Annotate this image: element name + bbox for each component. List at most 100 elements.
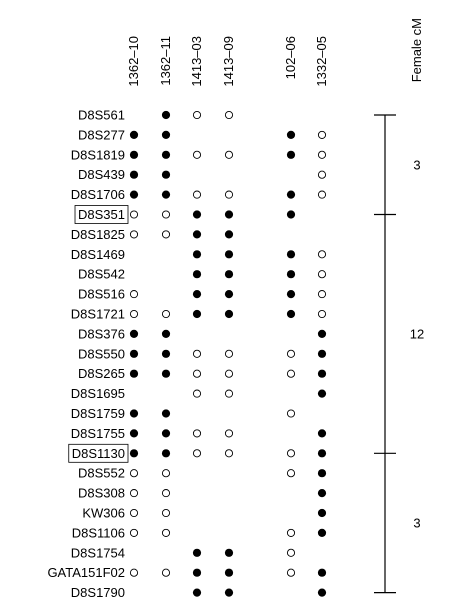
filled-allele-dot <box>317 369 327 378</box>
marker-label: D8S376 <box>78 326 125 341</box>
marker-label: D8S1755 <box>71 426 125 441</box>
filled-allele-dot <box>161 170 171 179</box>
open-allele-dot <box>224 369 234 378</box>
filled-allele-dot <box>286 290 296 299</box>
filled-allele-dot <box>161 449 171 458</box>
column-label: 1413–09 <box>221 36 236 87</box>
axis-title: Female cM <box>409 18 424 82</box>
open-allele-dot <box>192 369 202 378</box>
filled-allele-dot <box>161 429 171 438</box>
open-allele-dot <box>224 429 234 438</box>
filled-allele-dot <box>192 270 202 279</box>
marker-label: D8S439 <box>78 167 125 182</box>
marker-highlight-box <box>74 205 129 224</box>
open-allele-dot <box>161 528 171 537</box>
open-allele-dot <box>286 548 296 557</box>
open-allele-dot <box>161 469 171 478</box>
boxed-marker-label: D8S1130 <box>72 446 125 461</box>
marker-label: D8S1819 <box>71 147 125 162</box>
filled-allele-dot <box>129 409 139 418</box>
marker-label: D8S1754 <box>71 545 125 560</box>
open-allele-dot <box>161 309 171 319</box>
filled-allele-dot <box>161 130 171 139</box>
filled-allele-dot <box>161 369 171 378</box>
open-allele-dot <box>224 449 234 458</box>
open-allele-dot <box>161 489 171 498</box>
marker-label: D8S1721 <box>71 307 125 322</box>
open-allele-dot <box>224 349 234 358</box>
open-allele-dot <box>286 528 296 537</box>
filled-allele-dot <box>286 130 296 139</box>
filled-allele-dot <box>161 110 171 120</box>
filled-allele-dot <box>224 309 234 319</box>
open-allele-dot <box>286 469 296 478</box>
column-label: 1413–03 <box>189 36 204 87</box>
filled-allele-dot <box>192 309 202 319</box>
filled-allele-dot <box>317 489 327 498</box>
filled-allele-dot <box>317 588 327 597</box>
open-allele-dot <box>286 449 296 458</box>
marker-label: D8S1706 <box>71 187 125 202</box>
filled-allele-dot <box>161 329 171 338</box>
column-label: 1362–10 <box>126 36 141 87</box>
filled-allele-dot <box>286 210 296 219</box>
marker-label: D8S550 <box>78 346 125 361</box>
filled-allele-dot <box>317 329 327 338</box>
open-allele-dot <box>317 290 327 299</box>
open-allele-dot <box>192 110 202 120</box>
open-allele-dot <box>286 369 296 378</box>
open-allele-dot <box>224 389 234 398</box>
open-allele-dot <box>224 150 234 159</box>
filled-allele-dot <box>317 429 327 438</box>
open-allele-dot <box>286 349 296 358</box>
open-allele-dot <box>317 250 327 259</box>
filled-allele-dot <box>286 309 296 319</box>
cm-scale: 3 12 3 <box>374 114 424 594</box>
open-allele-dot <box>161 568 171 577</box>
filled-allele-dot <box>161 409 171 418</box>
filled-allele-dot <box>317 469 327 478</box>
filled-allele-dot <box>129 130 139 139</box>
filled-allele-dot <box>129 349 139 358</box>
filled-allele-dot <box>129 150 139 159</box>
filled-allele-dot <box>317 389 327 398</box>
filled-allele-dot <box>286 250 296 259</box>
boxed-marker-label: D8S351 <box>78 207 125 222</box>
marker-highlight-box <box>68 443 129 463</box>
open-allele-dot <box>192 150 202 159</box>
column-label: 1332–05 <box>314 36 329 87</box>
marker-label: KW306 <box>82 506 125 521</box>
filled-allele-dot <box>129 329 139 338</box>
marker-label: D8S561 <box>78 108 125 123</box>
marker-label: D8S1825 <box>71 227 125 242</box>
row-labels: D8S561 D8S277 D8S1819 D8S439 D8S1706 D8S351 D8… <box>47 108 129 600</box>
open-allele-dot <box>161 508 171 518</box>
column-label: 102–06 <box>283 36 298 79</box>
open-allele-dot <box>317 270 327 279</box>
open-allele-dot <box>129 309 139 319</box>
marker-label: D8S1695 <box>71 386 125 401</box>
open-allele-dot <box>286 409 296 418</box>
filled-allele-dot <box>129 449 139 458</box>
filled-allele-dot <box>286 190 296 199</box>
open-allele-dot <box>317 170 327 179</box>
marker-label: D8S1790 <box>71 585 125 600</box>
filled-allele-dot <box>161 150 171 159</box>
open-allele-dot <box>317 130 327 139</box>
filled-allele-dot <box>317 449 327 458</box>
filled-allele-dot <box>224 250 234 259</box>
open-allele-dot <box>161 230 171 239</box>
filled-allele-dot <box>129 429 139 438</box>
marker-label: D8S516 <box>78 287 125 302</box>
marker-label: GATA151F02 <box>47 565 125 580</box>
open-allele-dot <box>224 110 234 120</box>
open-allele-dot <box>129 230 139 239</box>
open-allele-dot <box>286 568 296 577</box>
filled-allele-dot <box>317 349 327 358</box>
open-allele-dot <box>317 150 327 159</box>
filled-allele-dot <box>224 270 234 279</box>
filled-allele-dot <box>224 290 234 299</box>
cm-interval-label: 3 <box>413 157 420 172</box>
filled-allele-dot <box>224 568 234 577</box>
filled-allele-dot <box>286 150 296 159</box>
